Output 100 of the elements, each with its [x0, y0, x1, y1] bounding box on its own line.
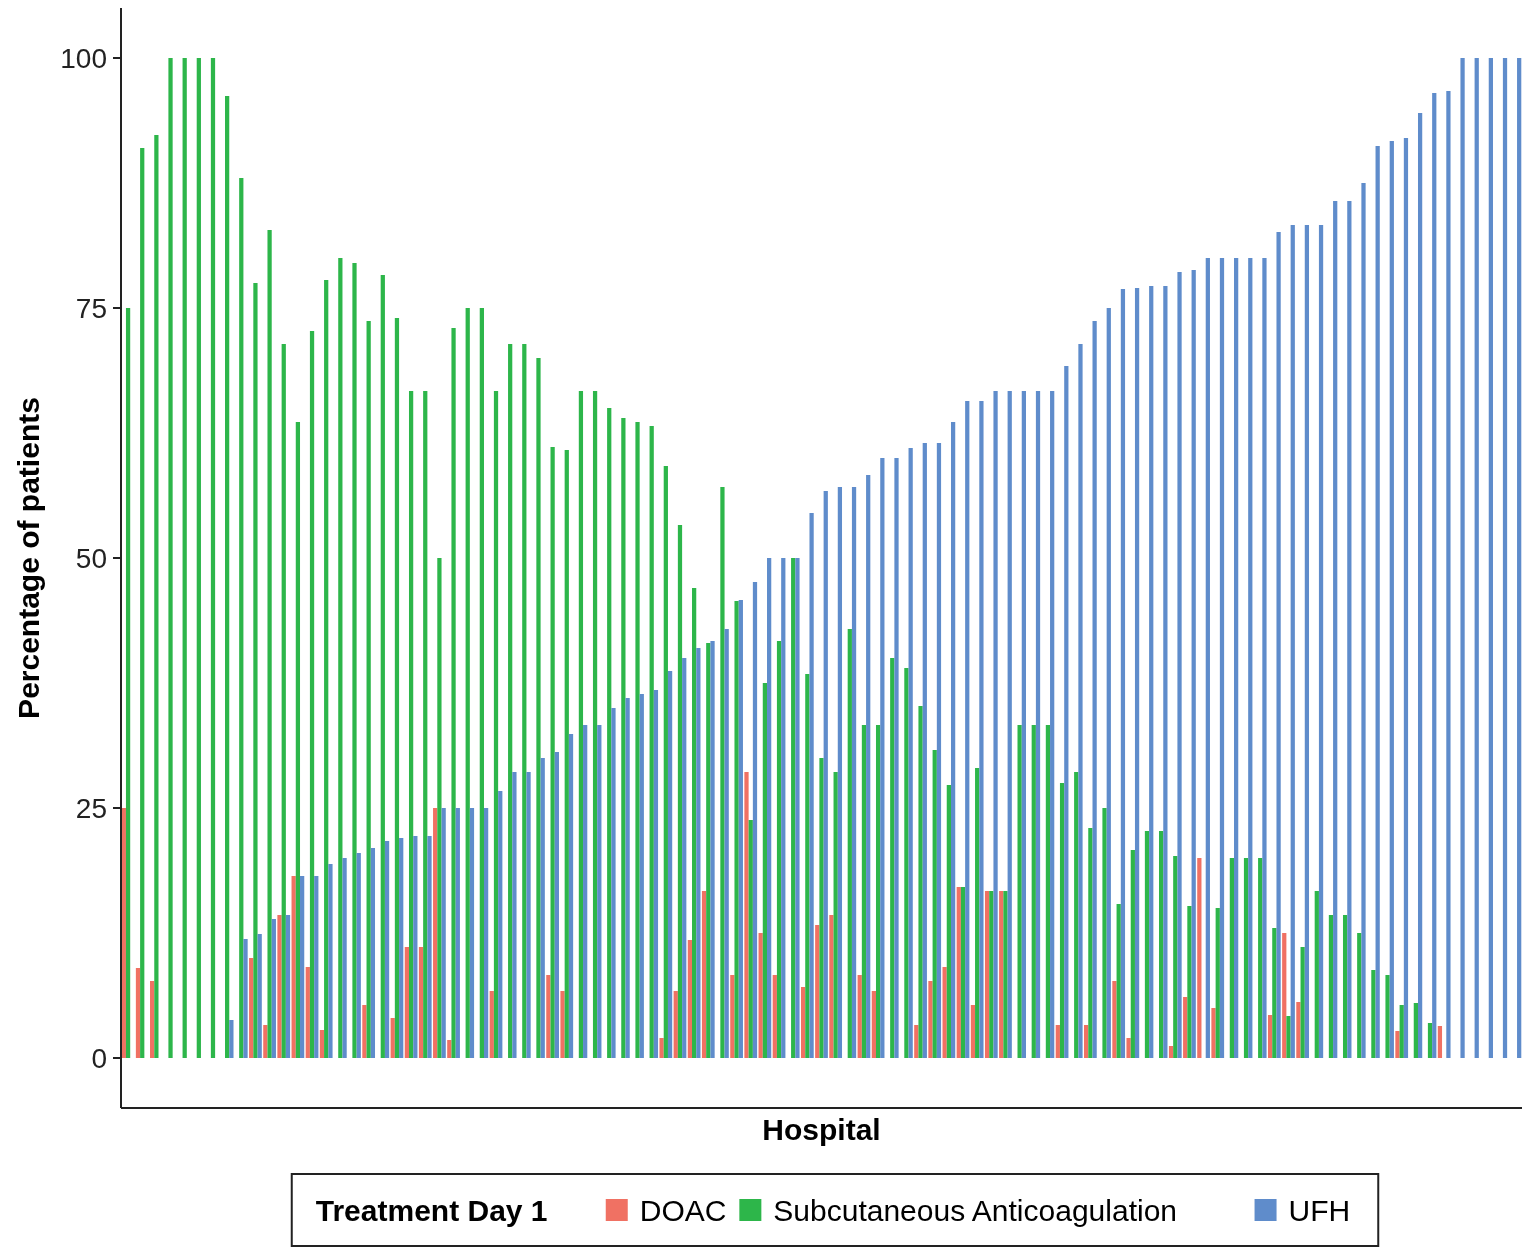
bar: [829, 915, 834, 1058]
bar: [1272, 928, 1277, 1058]
bar: [451, 328, 456, 1058]
bar: [508, 344, 513, 1058]
bar: [677, 525, 683, 1058]
bar: [758, 933, 763, 1058]
bar: [710, 641, 715, 1058]
bar: [370, 848, 376, 1058]
bar: [1045, 725, 1051, 1058]
legend-title: Treatment Day 1: [315, 1193, 548, 1227]
bar: [663, 466, 668, 1058]
bar: [772, 975, 777, 1058]
bar: [1399, 1005, 1404, 1058]
bar: [1262, 258, 1267, 1058]
bar: [1304, 225, 1310, 1058]
bar: [682, 658, 687, 1058]
bar: [956, 887, 961, 1058]
bar: [795, 558, 800, 1058]
bar: [936, 443, 942, 1058]
bar: [498, 791, 503, 1058]
bar: [121, 808, 126, 1058]
bar: [805, 674, 810, 1058]
bar: [1347, 201, 1352, 1058]
bar: [597, 725, 602, 1058]
bar: [384, 841, 390, 1058]
bar: [295, 422, 301, 1058]
legend-label: Subcutaneous Anticoagulation: [773, 1193, 1178, 1227]
bar: [875, 725, 881, 1058]
bar: [1395, 1031, 1400, 1058]
bar: [1035, 391, 1041, 1058]
bar: [1290, 225, 1295, 1058]
bar: [309, 331, 315, 1058]
bar: [1084, 1025, 1089, 1058]
bar: [720, 487, 725, 1058]
bar: [1417, 113, 1423, 1058]
bar: [338, 258, 343, 1058]
bar: [243, 939, 248, 1058]
bar: [857, 975, 862, 1058]
legend-label: DOAC: [639, 1193, 727, 1227]
bar: [578, 391, 584, 1058]
bar: [730, 975, 735, 1058]
y-tick-label: 0: [91, 1042, 107, 1074]
bar: [1318, 225, 1324, 1058]
bar: [592, 391, 598, 1058]
bar: [291, 876, 296, 1058]
bar: [1314, 891, 1319, 1058]
bar: [267, 230, 272, 1058]
bar: [1092, 321, 1097, 1058]
bar: [781, 558, 786, 1058]
bar: [239, 178, 244, 1058]
bar: [970, 1005, 976, 1058]
bar: [1243, 858, 1249, 1058]
bar: [1168, 1046, 1174, 1058]
bar: [1021, 391, 1026, 1058]
bar: [380, 275, 385, 1058]
bar: [423, 391, 428, 1058]
bar: [692, 588, 697, 1058]
bar: [1059, 783, 1065, 1058]
bar: [479, 308, 484, 1058]
bar: [701, 891, 707, 1058]
bar: [851, 487, 857, 1058]
bar: [738, 600, 743, 1058]
bar: [960, 887, 966, 1058]
bar: [833, 772, 838, 1058]
bar: [1385, 975, 1390, 1058]
bar: [1446, 91, 1451, 1058]
bar: [1488, 58, 1493, 1058]
bar: [918, 706, 923, 1058]
bar: [734, 601, 739, 1058]
bar: [1460, 58, 1465, 1058]
bar: [942, 967, 947, 1058]
bar: [564, 450, 569, 1058]
y-tick-label: 25: [75, 792, 107, 824]
bar: [1149, 286, 1154, 1058]
bar: [607, 408, 612, 1058]
bar: [809, 513, 814, 1058]
bar: [526, 772, 531, 1058]
bar: [767, 558, 772, 1058]
bar: [1177, 272, 1182, 1058]
bar: [300, 876, 305, 1058]
bar: [489, 991, 494, 1058]
y-axis-title: Percentage of patients: [11, 397, 45, 719]
bar: [1134, 288, 1140, 1058]
bar: [182, 58, 187, 1058]
bar: [791, 558, 796, 1058]
bar: [1282, 933, 1287, 1058]
bar: [560, 991, 565, 1058]
bar: [687, 940, 693, 1058]
bar: [1234, 258, 1239, 1058]
bar: [352, 263, 357, 1058]
bar: [1050, 391, 1055, 1058]
bar: [305, 967, 310, 1058]
bar: [1017, 725, 1022, 1058]
bar: [1088, 828, 1093, 1058]
bar: [1342, 915, 1348, 1058]
bar: [904, 668, 909, 1058]
bar: [1064, 366, 1069, 1058]
legend-label: UFH: [1288, 1193, 1351, 1227]
bar: [621, 418, 626, 1058]
bar: [999, 891, 1004, 1058]
